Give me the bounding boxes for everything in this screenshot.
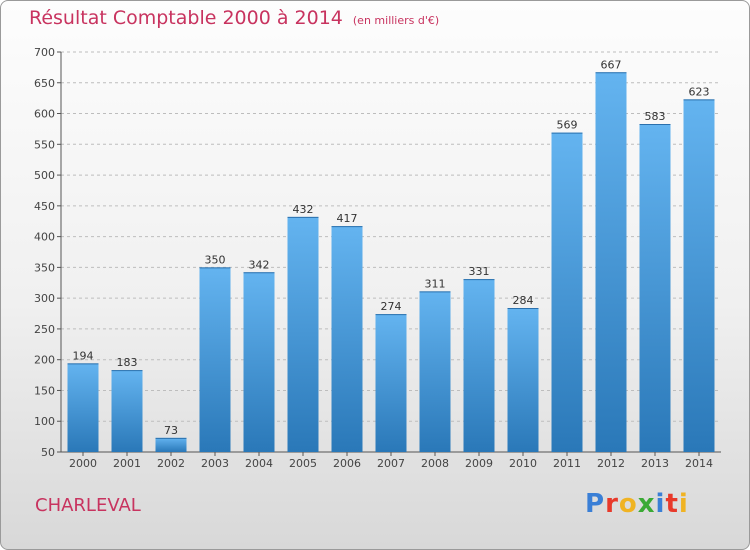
y-tick-label: 450 xyxy=(34,200,55,213)
bar-2001 xyxy=(111,370,143,452)
bar-2004 xyxy=(243,272,275,452)
bar-2013 xyxy=(639,124,671,452)
x-tick-label-2003: 2003 xyxy=(201,457,229,470)
x-tick-label-2005: 2005 xyxy=(289,457,317,470)
chart-title-text: Résultat Comptable 2000 à 2014 xyxy=(29,7,343,29)
x-tick-label-2002: 2002 xyxy=(157,457,185,470)
chart-title: Résultat Comptable 2000 à 2014 (en millie… xyxy=(29,7,439,29)
x-tick-label-2007: 2007 xyxy=(377,457,405,470)
bars xyxy=(67,72,715,453)
y-tick-label: 250 xyxy=(34,323,55,336)
bar-2007 xyxy=(375,314,407,452)
value-label-2010: 284 xyxy=(513,294,534,307)
y-tick-label: 50 xyxy=(41,446,55,459)
value-label-2013: 583 xyxy=(645,110,666,123)
bar-2000 xyxy=(67,363,99,452)
value-label-2000: 194 xyxy=(73,349,94,362)
x-tick-label-2013: 2013 xyxy=(641,457,669,470)
bar-2009 xyxy=(463,279,495,452)
y-tick-label: 150 xyxy=(34,384,55,397)
x-tick-label-2012: 2012 xyxy=(597,457,625,470)
y-tick-label: 650 xyxy=(34,77,55,90)
value-label-2008: 311 xyxy=(425,277,446,290)
value-label-2009: 331 xyxy=(469,265,490,278)
logo-letter: x xyxy=(637,489,656,519)
logo-letter: i xyxy=(655,489,666,519)
unit-note: (en milliers d'€) xyxy=(352,14,440,27)
bar-2006 xyxy=(331,226,363,452)
bar-2005 xyxy=(287,216,319,452)
logo-letter: P xyxy=(585,489,606,519)
x-tick-label-2014: 2014 xyxy=(685,457,713,470)
value-label-2004: 342 xyxy=(249,258,270,271)
value-label-2002: 73 xyxy=(164,424,178,437)
bar-2008 xyxy=(419,291,451,452)
logo-letter: r xyxy=(605,489,619,519)
x-tick-label-2008: 2008 xyxy=(421,457,449,470)
value-label-2006: 417 xyxy=(337,212,358,225)
bar-2014 xyxy=(683,99,715,452)
value-label-2005: 432 xyxy=(293,203,314,216)
value-label-2014: 623 xyxy=(689,85,710,98)
x-tick-label-2006: 2006 xyxy=(333,457,361,470)
x-tick-label-2011: 2011 xyxy=(553,457,581,470)
x-tick-label-2010: 2010 xyxy=(509,457,537,470)
bar-2012 xyxy=(595,72,627,453)
bar-2011 xyxy=(551,132,583,452)
x-tick-label-2004: 2004 xyxy=(245,457,273,470)
value-label-2012: 667 xyxy=(601,58,622,71)
x-tick-label-2009: 2009 xyxy=(465,457,493,470)
bar-2003 xyxy=(199,267,231,452)
bar-2002 xyxy=(155,437,187,452)
logo-letter: i xyxy=(678,489,689,519)
y-tick-label: 500 xyxy=(34,169,55,182)
x-tick-label-2000: 2000 xyxy=(69,457,97,470)
proxiti-logo: Proxiti xyxy=(585,489,689,519)
y-tick-label: 350 xyxy=(34,261,55,274)
y-tick-label: 600 xyxy=(34,108,55,121)
y-tick-label: 100 xyxy=(34,415,55,428)
y-tick-label: 200 xyxy=(34,354,55,367)
y-tick-label: 400 xyxy=(34,231,55,244)
bar-2010 xyxy=(507,308,539,452)
data-labels: 194 183 73 350 342 432 417 274 311 331 284 569 667 58… xyxy=(73,58,710,437)
logo-letter: o xyxy=(618,489,638,519)
city-name: CHARLEVAL xyxy=(35,495,141,516)
value-label-2003: 350 xyxy=(205,253,226,266)
value-label-2011: 569 xyxy=(557,119,578,132)
value-label-2007: 274 xyxy=(381,300,402,313)
y-tick-label: 300 xyxy=(34,292,55,305)
value-label-2001: 183 xyxy=(117,356,138,369)
y-tick-label: 700 xyxy=(34,46,55,59)
y-tick-label: 550 xyxy=(34,138,55,151)
logo-letter: t xyxy=(665,489,679,519)
x-tick-label-2001: 2001 xyxy=(113,457,141,470)
